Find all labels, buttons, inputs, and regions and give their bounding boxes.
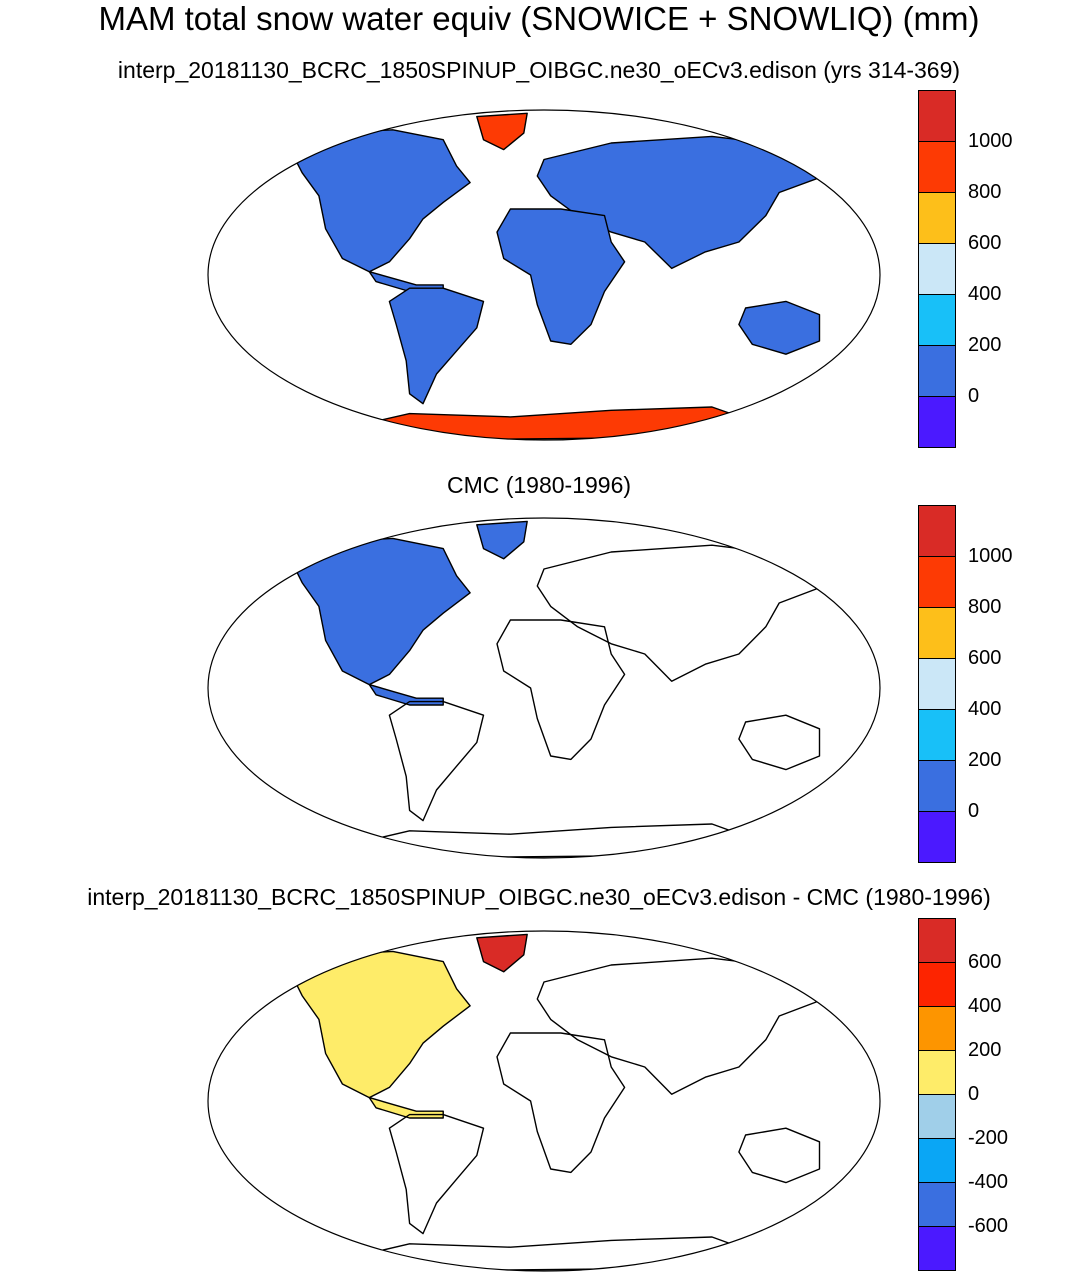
colorbar-tick-label: 0 <box>968 385 980 407</box>
colorbar-tick-label: 200 <box>968 334 1002 356</box>
colorbar-tick-label: 200 <box>968 749 1002 771</box>
colorbar-tick-label: 200 <box>968 1039 1002 1061</box>
continent-southAmerica <box>388 1113 485 1235</box>
figure-title: MAM total snow water equiv (SNOWICE + SN… <box>98 0 980 37</box>
colorbar-tick-label: 600 <box>968 951 1002 973</box>
continent-antarctica <box>321 823 760 858</box>
colorbar-swatch <box>918 1050 956 1095</box>
colorbar-swatch <box>918 760 956 812</box>
colorbar-swatch <box>918 962 956 1007</box>
colorbar-swatch <box>918 1182 956 1227</box>
continent-antarctica <box>321 1236 760 1271</box>
colorbar-swatch <box>918 1094 956 1139</box>
continent-southAmerica <box>388 287 485 405</box>
colorbar-tick-label: 600 <box>968 232 1002 254</box>
continent-northAmerica <box>287 129 471 273</box>
continent-australia <box>738 1127 821 1184</box>
colorbar-tick-label: 0 <box>968 800 980 822</box>
colorbar-swatch <box>918 1006 956 1051</box>
colorbar-tick-label: 400 <box>968 283 1002 305</box>
continent-greenland <box>476 520 528 560</box>
continent-africa <box>496 619 626 761</box>
colorbar-swatch <box>918 505 956 557</box>
colorbar-swatch <box>918 811 956 863</box>
continent-southAmerica <box>388 700 485 822</box>
colorbar-swatch <box>918 607 956 659</box>
colorbar-tick-label: 400 <box>968 698 1002 720</box>
colorbar-swatch <box>918 918 956 963</box>
colorbar-swatch <box>918 243 956 295</box>
colorbar-tick-label: 0 <box>968 1083 980 1105</box>
colorbar-swatch <box>918 1138 956 1183</box>
colorbar-tick-label: 800 <box>968 596 1002 618</box>
continent-greenland <box>476 933 528 973</box>
colorbar-tick-label: 600 <box>968 647 1002 669</box>
colorbar-tick-label: 1000 <box>968 545 1013 567</box>
colorbar-swatch <box>918 294 956 346</box>
colorbar-tick-label: 400 <box>968 995 1002 1017</box>
colorbar-swatch <box>918 556 956 608</box>
continent-australia <box>738 300 821 355</box>
colorbar-tick-label: -600 <box>968 1215 1009 1237</box>
colorbar-swatch <box>918 1226 956 1271</box>
colorbar-swatch <box>918 90 956 142</box>
colorbar-tick-label: 1000 <box>968 130 1013 152</box>
colorbar-tick-label: -400 <box>968 1171 1009 1193</box>
colorbar-swatch <box>918 658 956 710</box>
map-border <box>207 517 881 859</box>
continent-greenland <box>476 112 528 151</box>
continent-africa <box>496 1032 626 1174</box>
continent-africa <box>496 208 626 345</box>
panel-1-subtitle: interp_20181130_BCRC_1850SPINUP_OIBGC.ne… <box>117 57 961 83</box>
colorbar-tick-label: -200 <box>968 1127 1009 1149</box>
continent-northAmerica <box>287 950 471 1099</box>
continent-australia <box>738 714 821 771</box>
colorbar-tick-label: 800 <box>968 181 1002 203</box>
panel-2-subtitle: CMC (1980-1996) <box>446 472 632 498</box>
colorbar-swatch <box>918 192 956 244</box>
continent-northAmerica <box>287 537 471 686</box>
map-border <box>207 109 881 441</box>
map-border <box>207 930 881 1272</box>
panel-3-subtitle: interp_20181130_BCRC_1850SPINUP_OIBGC.ne… <box>87 884 991 910</box>
